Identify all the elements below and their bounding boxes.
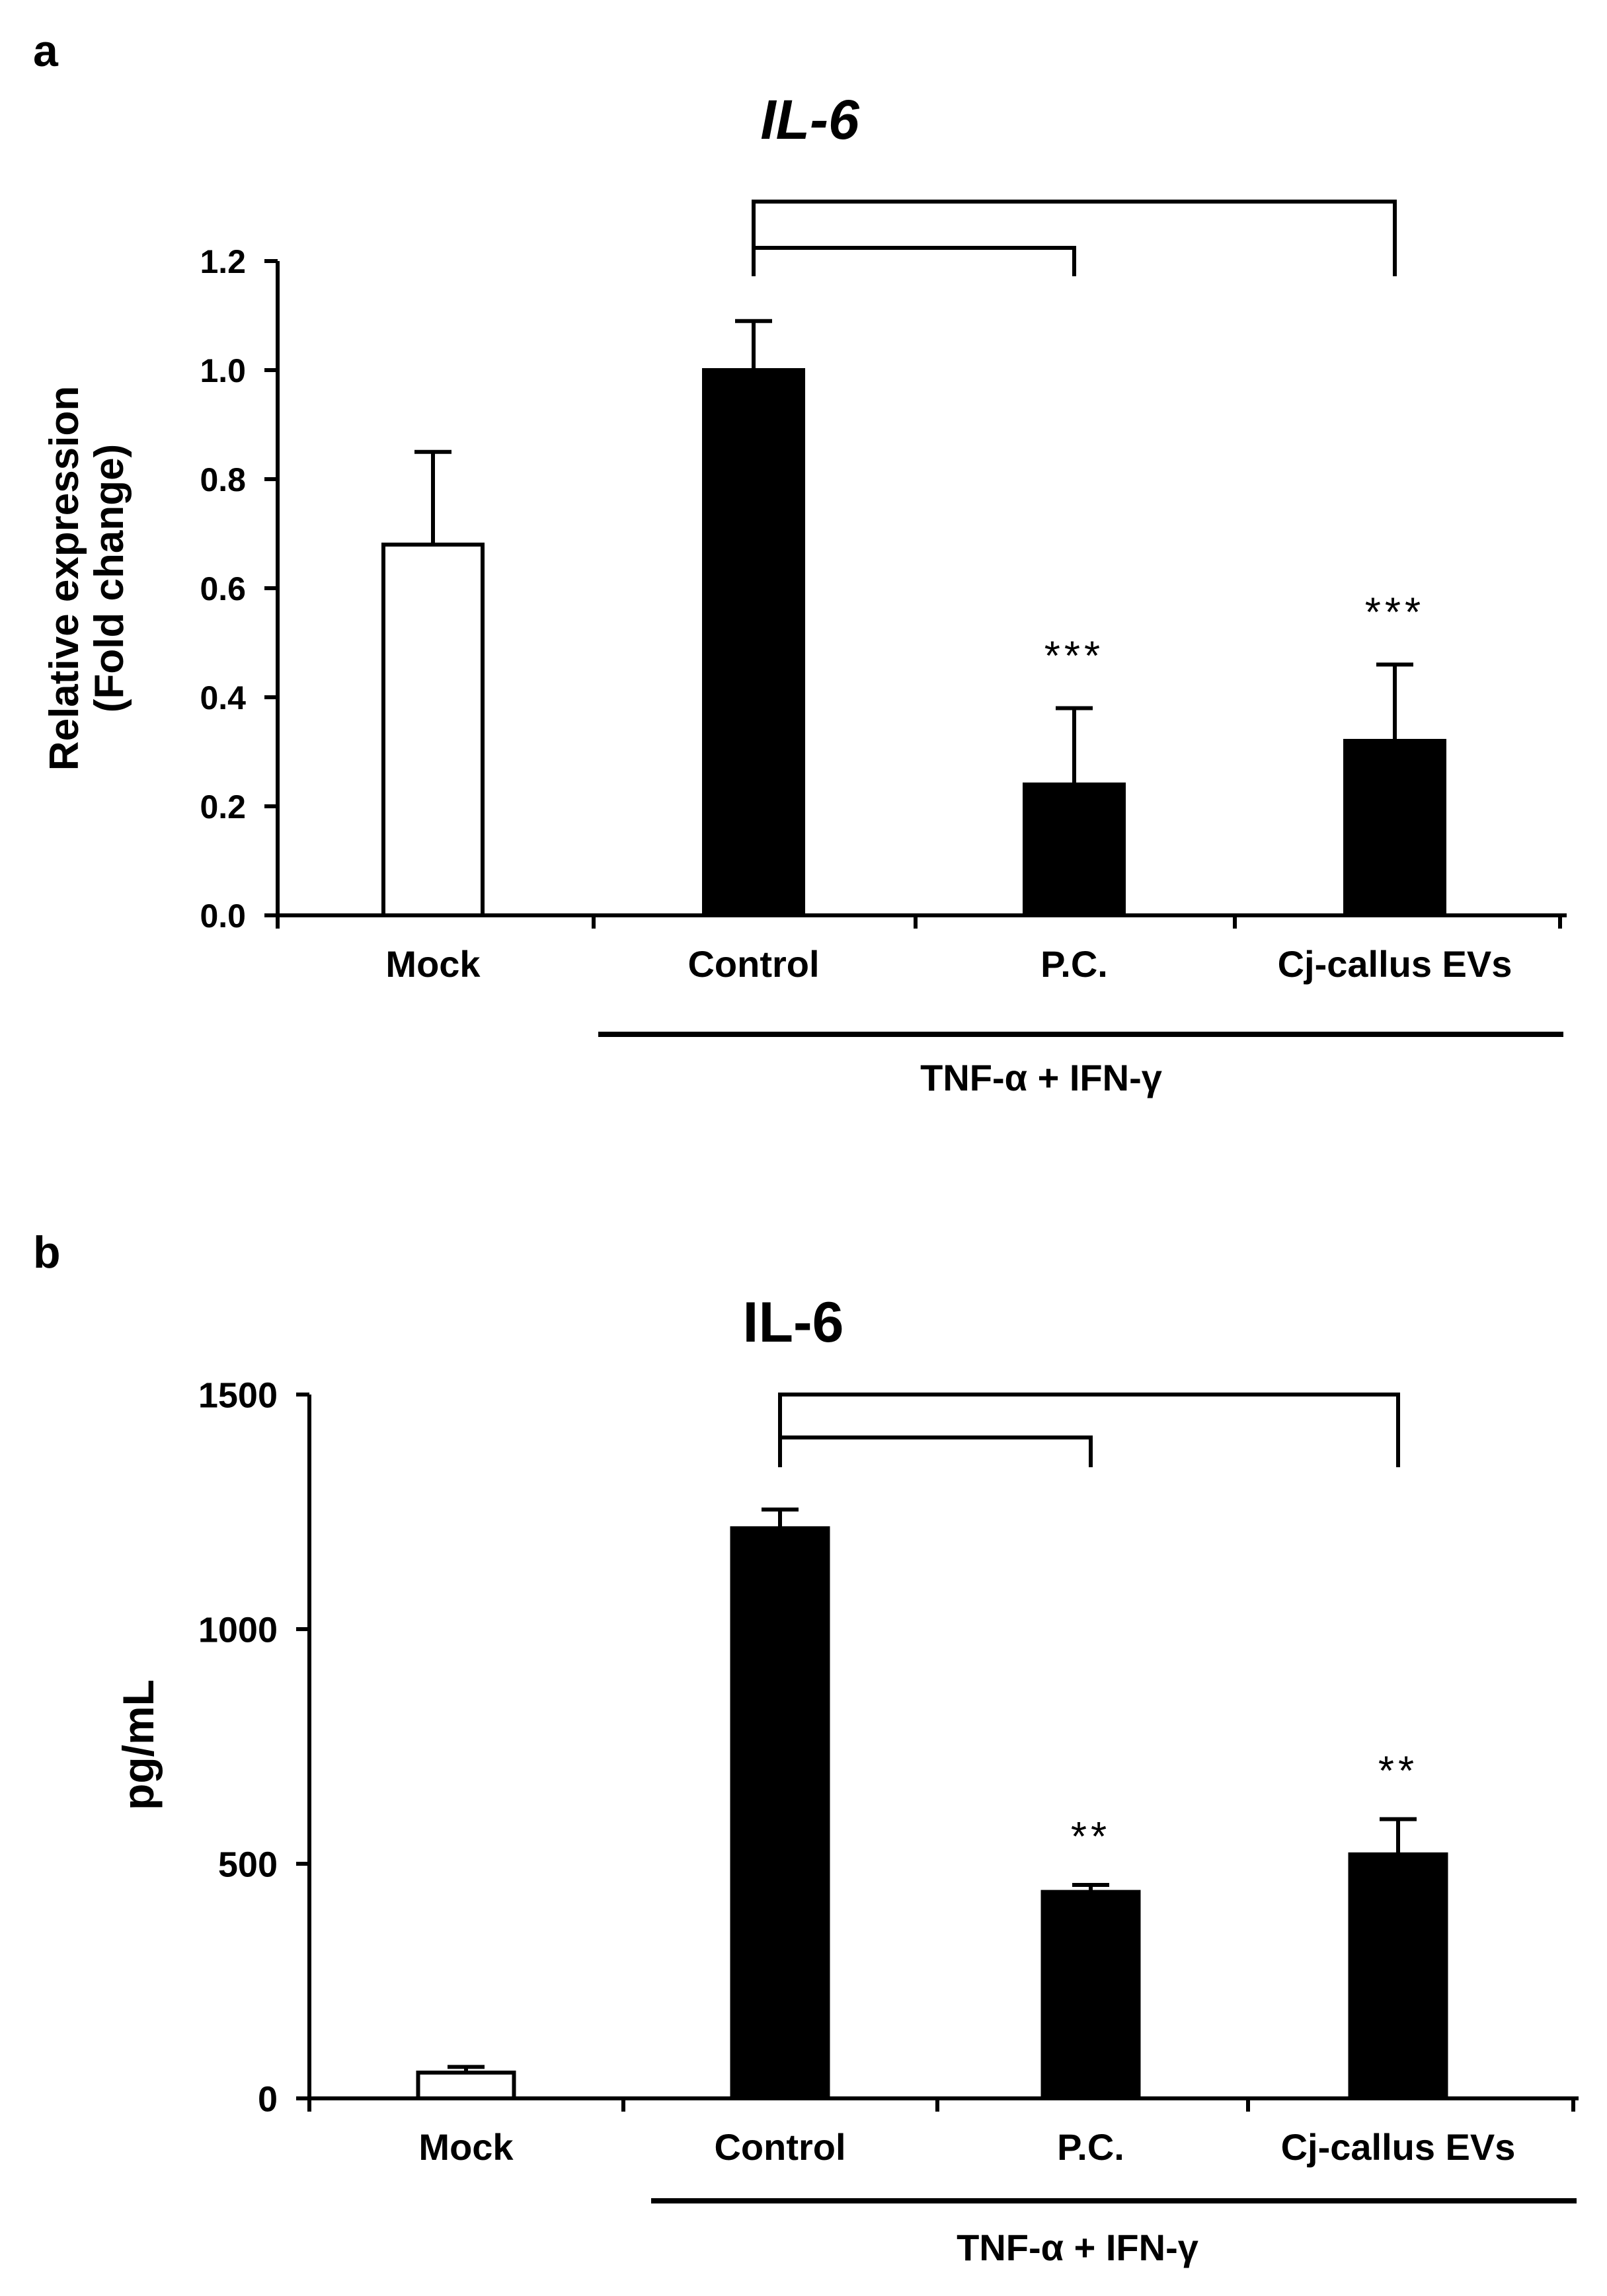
panel-a-y-ticks: 0.0 0.2 0.4 0.6 0.8 1.0 1.2 xyxy=(200,243,278,935)
panel-b-bar-cj-callus-evs xyxy=(1348,1852,1448,2101)
panel-b-bracket-control-vs-cj-callus-evs xyxy=(778,1393,1400,1467)
panel-a-ylabel-line2: (Fold change) xyxy=(87,444,132,712)
panel-a-bar-control xyxy=(702,368,805,917)
panel-a-bar-p-c xyxy=(1023,783,1126,917)
panel-b-category-label-mock: Mock xyxy=(418,2126,514,2168)
panel-b-category-labels: Mock Control P.C. Cj-callus EVs xyxy=(418,2126,1515,2168)
panel-a-comparison-brackets xyxy=(752,200,1397,276)
panel-b-x-ticks xyxy=(307,2098,1575,2112)
panel-b-y-tick-label: 1000 xyxy=(198,1610,278,1650)
panel-b-bar-mock xyxy=(416,2070,516,2100)
panel-b-category-label-control: Control xyxy=(714,2126,845,2168)
panel-a-title: IL-6 xyxy=(760,89,860,151)
panel-b-chart: b IL-6 pg/mL 0 500 1000 1500 ** ** Mock Contr… xyxy=(33,1227,1579,2268)
panel-a-bar-cj-callus-evs xyxy=(1343,739,1446,917)
panel-b-ylabel: pg/mL xyxy=(114,1679,163,1810)
panel-a-category-label-p-c: P.C. xyxy=(1040,943,1108,985)
panel-b-category-label-p-c: P.C. xyxy=(1057,2126,1124,2168)
panel-a-y-tick-label: 0.4 xyxy=(200,679,246,716)
panel-b-title: IL-6 xyxy=(743,1291,844,1354)
panel-a-y-tick-label: 0.0 xyxy=(200,898,246,935)
panel-b-category-label-cj-callus-evs: Cj-callus EVs xyxy=(1281,2126,1516,2168)
panel-a-y-tick-label: 1.2 xyxy=(200,243,246,280)
panel-b-ylabel-line1: pg/mL xyxy=(114,1679,163,1810)
panel-b-bars xyxy=(416,1526,1448,2101)
panel-a-bars xyxy=(381,368,1446,917)
panel-b-label: b xyxy=(33,1227,61,1278)
panel-a-ylabel: Relative expression (Fold change) xyxy=(42,386,132,771)
panel-b-significance-p-c: ** xyxy=(1071,1814,1111,1860)
panel-a-label: a xyxy=(33,26,59,76)
panel-a-significance-p-c: *** xyxy=(1044,634,1104,679)
panel-a-category-label-cj-callus-evs: Cj-callus EVs xyxy=(1278,943,1512,985)
panel-a-y-tick-label: 0.6 xyxy=(200,570,246,607)
panel-a-chart: a IL-6 Relative expression (Fold change)… xyxy=(33,26,1567,1098)
panel-b-bar-p-c xyxy=(1040,1890,1141,2101)
panel-b-y-ticks: 0 500 1000 1500 xyxy=(198,1375,309,2119)
panel-b-y-tick-label: 500 xyxy=(218,1845,278,1884)
panel-a-treatment-label: TNF-α + IFN-γ xyxy=(920,1057,1162,1098)
panel-a-category-label-control: Control xyxy=(687,943,819,985)
panel-b-bracket-control-vs-p-c xyxy=(778,1435,1093,1467)
panel-a-y-tick-label: 1.0 xyxy=(200,352,246,389)
panel-a-ylabel-line1: Relative expression xyxy=(42,386,87,771)
panel-a-y-tick-label: 0.2 xyxy=(200,788,246,825)
panel-a-category-labels: Mock Control P.C. Cj-callus EVs xyxy=(385,943,1512,985)
panel-b-significance-cj-callus-evs: ** xyxy=(1378,1749,1418,1794)
panel-a-y-tick-label: 0.8 xyxy=(200,461,246,498)
panel-a-error-bars xyxy=(414,319,1413,784)
panel-b-bar-control xyxy=(730,1526,830,2101)
panel-a-significance-cj-callus-evs: *** xyxy=(1365,590,1425,636)
panel-b-y-tick-label: 0 xyxy=(258,2079,278,2119)
panel-a-bar-mock xyxy=(381,543,485,917)
panel-b-significance: ** ** xyxy=(1071,1749,1418,1860)
panel-b-treatment-label: TNF-α + IFN-γ xyxy=(957,2227,1198,2268)
panel-b-error-bars xyxy=(448,1507,1417,2073)
panel-a-category-label-mock: Mock xyxy=(385,943,481,985)
panel-a-x-ticks xyxy=(276,915,1562,929)
panel-a-bracket-control-vs-cj-callus-evs xyxy=(752,200,1397,276)
panel-a-significance: *** *** xyxy=(1044,590,1425,679)
panel-a-bracket-control-vs-p-c xyxy=(752,246,1076,276)
panel-b-y-tick-label: 1500 xyxy=(198,1375,278,1415)
panel-b-comparison-brackets xyxy=(778,1393,1400,1467)
